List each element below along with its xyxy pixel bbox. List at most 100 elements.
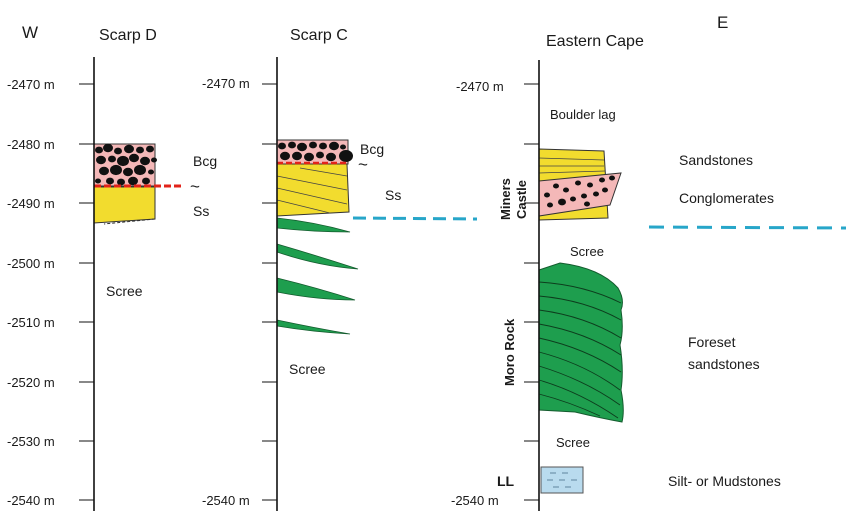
- clast: [309, 141, 317, 149]
- clast: [587, 182, 593, 188]
- clast: [117, 155, 129, 167]
- scarp-c-foresets: [276, 217, 359, 335]
- scarp-c-ss-label: Ss: [385, 187, 401, 203]
- scarp-c-tick-bottom: -2540 m: [202, 493, 250, 508]
- clast: [117, 178, 125, 186]
- legend-silt-mudstones: Silt- or Mudstones: [668, 473, 781, 489]
- clast: [108, 155, 116, 163]
- moro-rock-label: Moro Rock: [502, 318, 517, 386]
- clast: [99, 166, 109, 176]
- clast: [96, 155, 106, 165]
- clast: [326, 152, 336, 162]
- clast: [599, 177, 605, 183]
- miners-castle-label-line1: Miners: [498, 178, 513, 220]
- scarp-d-sandstone: [93, 186, 156, 224]
- scarp-d-scree-label: Scree: [106, 283, 143, 299]
- clast: [134, 164, 146, 176]
- clast: [124, 144, 134, 154]
- eastern-cape-conglomerate: [538, 172, 622, 217]
- scarp-d-clasts: [95, 143, 157, 186]
- moro-rock-foreset-lines: [538, 281, 622, 419]
- scarp-c-tilde: ~: [358, 155, 368, 174]
- ll-label: LL: [497, 473, 515, 489]
- scarp-d-column: -2470 m -2480 m -2490 m -2500 m -2510 m -2520…: [7, 57, 217, 511]
- legend-sandstones: Sandstones: [679, 152, 753, 168]
- scarp-d-tick-label: -2520 m: [7, 375, 55, 390]
- clast: [151, 157, 157, 163]
- clast: [278, 142, 286, 150]
- correlation-line-east: [648, 225, 846, 230]
- scarp-d-tick-label: -2470 m: [7, 77, 55, 92]
- clast: [553, 183, 559, 189]
- clast: [319, 142, 327, 150]
- scarp-c-scree-label: Scree: [289, 361, 326, 377]
- clast: [110, 164, 122, 176]
- correlation-line-west: [352, 216, 478, 221]
- clast: [288, 141, 296, 149]
- scarp-d-tilde: ~: [190, 177, 200, 196]
- scarp-d-tick-label: -2480 m: [7, 137, 55, 152]
- eastern-cape-tick-bottom: -2540 m: [451, 493, 499, 508]
- clast: [575, 180, 581, 186]
- eastern-cape-scree-upper: Scree: [570, 244, 604, 259]
- clast: [340, 144, 346, 150]
- clast: [292, 151, 302, 161]
- scarp-c-sandstone: [276, 163, 350, 217]
- clast: [280, 151, 290, 161]
- clast: [581, 193, 587, 199]
- clast: [593, 191, 599, 197]
- clast: [544, 192, 550, 198]
- eastern-cape-scree-lower: Scree: [556, 435, 590, 450]
- scarp-c-bcg-label: Bcg: [360, 141, 384, 157]
- clast: [114, 147, 122, 155]
- clast: [106, 177, 114, 185]
- clast: [563, 187, 569, 193]
- clast: [297, 142, 307, 152]
- clast: [316, 151, 324, 159]
- clast: [128, 176, 138, 186]
- scarp-d-bcg-label: Bcg: [193, 153, 217, 169]
- clast: [129, 153, 139, 163]
- clast: [584, 201, 590, 207]
- scarp-c-clasts: [278, 141, 353, 162]
- clast: [304, 152, 314, 162]
- clast: [103, 143, 113, 153]
- scarp-c-tick-marks: [262, 83, 277, 501]
- scarp-d-title: Scarp D: [99, 27, 157, 44]
- clast: [140, 156, 150, 166]
- scarp-d-tick-label: -2530 m: [7, 434, 55, 449]
- clast: [558, 198, 566, 206]
- clast: [123, 167, 133, 177]
- clast: [148, 169, 154, 175]
- eastern-cape-tick-marks: [524, 83, 539, 501]
- clast: [570, 196, 576, 202]
- clast: [547, 202, 553, 208]
- ll-siltstone-texture: [547, 472, 577, 488]
- legend-foreset-line2: sandstones: [688, 356, 760, 372]
- eastern-cape-clasts: [544, 175, 615, 208]
- scarp-d-sandstone-base: [103, 218, 156, 225]
- scarp-d-tick-label: -2510 m: [7, 315, 55, 330]
- clast: [136, 146, 144, 154]
- scarp-c-crossbeds: [276, 167, 348, 214]
- scarp-c-column: -2470 m -2540 m Bcg ~ Ss Scree: [202, 57, 478, 511]
- scarp-c-title: Scarp C: [290, 27, 348, 44]
- scarp-d-tick-label: -2490 m: [7, 196, 55, 211]
- scarp-d-tick-label: -2500 m: [7, 256, 55, 271]
- clast: [329, 141, 339, 151]
- clast: [95, 146, 103, 154]
- clast: [142, 177, 150, 185]
- scarp-d-ss-label: Ss: [193, 203, 209, 219]
- east-label: E: [717, 13, 728, 32]
- legend-foreset-line1: Foreset: [688, 334, 736, 350]
- clast: [609, 175, 615, 181]
- moro-rock-foresets: [538, 262, 624, 423]
- west-label: W: [22, 23, 38, 42]
- boulder-lag-label: Boulder lag: [550, 107, 616, 122]
- clast: [95, 178, 101, 184]
- miners-castle-label-line2: Castle: [514, 180, 529, 219]
- clast: [146, 145, 154, 153]
- scarp-c-tick-top: -2470 m: [202, 76, 250, 91]
- clast: [602, 187, 608, 193]
